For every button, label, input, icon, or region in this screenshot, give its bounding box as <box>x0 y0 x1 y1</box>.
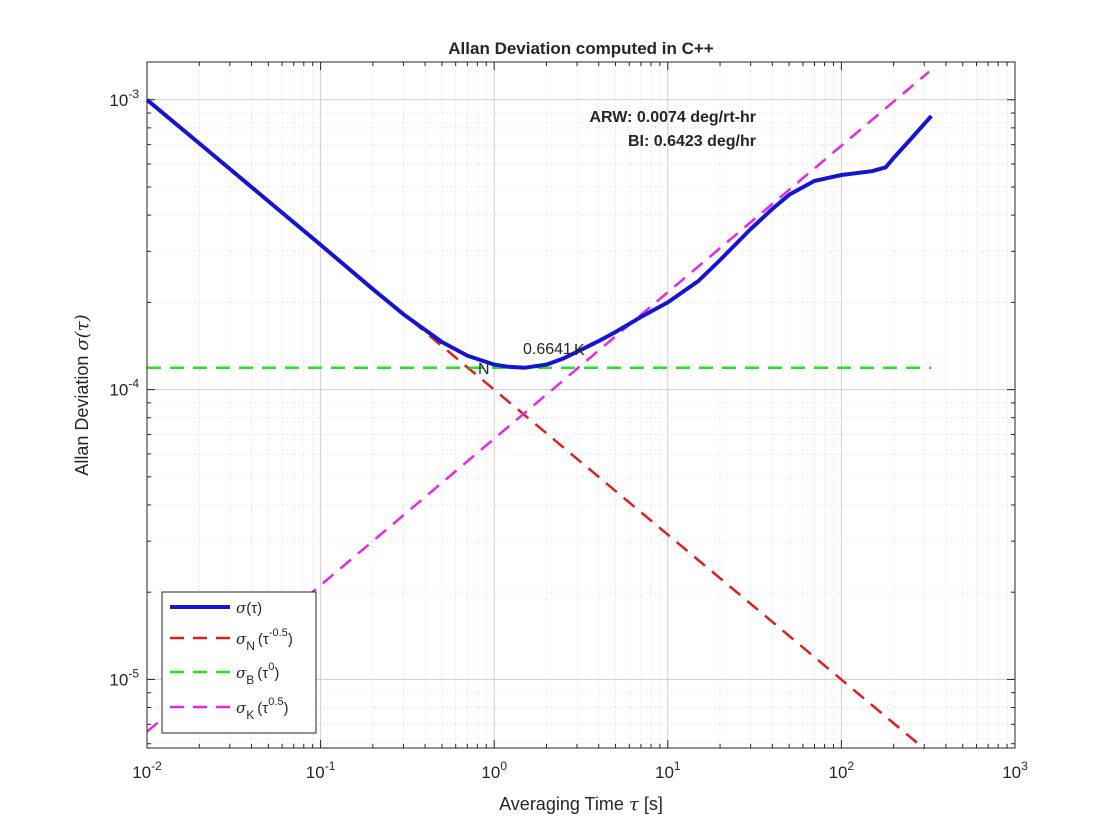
y-tick-label-exponent: -4 <box>128 377 139 391</box>
y-tick-label-exponent: -3 <box>128 87 139 101</box>
legend-symbol: σ <box>236 699 247 717</box>
legend-entries: σ(τ)σN (τ-0.5)σB (τ0)σK (τ0.5) <box>170 599 293 722</box>
y-tick-label-base: 10 <box>109 91 128 110</box>
y-tick-label: 10-3 <box>109 87 139 110</box>
allan-deviation-line <box>145 98 933 370</box>
chart-title: Allan Deviation computed in C++ <box>448 39 714 58</box>
legend-subscript: K <box>246 708 254 722</box>
y-tick-label-base: 10 <box>109 381 128 400</box>
x-tick-label-base: 10 <box>306 763 325 782</box>
x-tick-label-exponent: 3 <box>1021 759 1028 773</box>
noise-intersection-label: N <box>478 361 490 378</box>
legend-paren: (τ <box>257 665 268 682</box>
x-tick-label: 10-1 <box>306 759 336 782</box>
axes-box <box>146 61 1016 749</box>
bi-annotation: BI: 0.6423 deg/hr <box>628 133 756 150</box>
arw-annotation: ARW: 0.0074 deg/rt-hr <box>589 109 756 126</box>
x-tick-label: 103 <box>1002 759 1028 782</box>
legend-label-3: σK (τ0.5) <box>236 696 288 722</box>
y-tick-label-base: 10 <box>109 670 128 689</box>
legend-subscript: N <box>246 639 255 653</box>
y-axis-label: Allan Deviation σ(τ) <box>72 314 93 475</box>
y-tick-label-exponent: -5 <box>128 666 139 680</box>
legend-label-1: σN (τ-0.5) <box>236 627 293 653</box>
legend: σ(τ)σN (τ-0.5)σB (τ0)σK (τ0.5) <box>161 591 317 734</box>
x-tick-label-base: 10 <box>655 763 674 782</box>
legend-superscript: -0.5 <box>269 627 288 639</box>
rate-random-walk-intersection-label: K <box>574 342 585 359</box>
x-tick-label-base: 10 <box>829 763 848 782</box>
legend-box <box>161 591 317 734</box>
x-tick-label-exponent: -2 <box>151 759 162 773</box>
x-tick-label: 102 <box>829 759 855 782</box>
legend-close-paren: ) <box>288 631 293 648</box>
x-tick-label-base: 10 <box>481 763 500 782</box>
ticks <box>146 62 1016 748</box>
legend-paren: (τ <box>257 700 268 717</box>
x-tick-label: 10-2 <box>132 759 162 782</box>
legend-close-paren: ) <box>274 665 279 682</box>
legend-superscript: 0 <box>268 661 274 673</box>
bias-instability-label: 0.6641 <box>523 341 572 358</box>
legend-symbol: σ <box>236 664 247 682</box>
x-tick-label: 100 <box>481 759 507 782</box>
x-tick-label-exponent: -1 <box>325 759 336 773</box>
x-tick-label-base: 10 <box>1002 763 1021 782</box>
legend-paren: (τ <box>258 631 269 648</box>
y-tick-label: 10-5 <box>109 666 139 689</box>
x-tick-label: 101 <box>655 759 681 782</box>
legend-subscript: B <box>246 673 254 687</box>
x-tick-label-exponent: 0 <box>500 759 507 773</box>
y-tick-label: 10-4 <box>109 377 139 400</box>
x-tick-label-base: 10 <box>132 763 151 782</box>
x-axis-label: Averaging Time τ [s] <box>499 794 663 815</box>
legend-symbol: σ <box>236 630 247 648</box>
legend-label-2: σB (τ0) <box>236 661 279 687</box>
major-grid <box>147 62 1015 748</box>
legend-close-paren: ) <box>283 700 288 717</box>
legend-superscript: 0.5 <box>268 696 283 708</box>
x-tick-label-exponent: 2 <box>848 759 855 773</box>
legend-paren: (τ) <box>246 600 262 617</box>
legend-label-0: σ(τ) <box>236 599 262 617</box>
legend-symbol: σ <box>236 599 247 617</box>
x-tick-label-exponent: 1 <box>674 759 681 773</box>
